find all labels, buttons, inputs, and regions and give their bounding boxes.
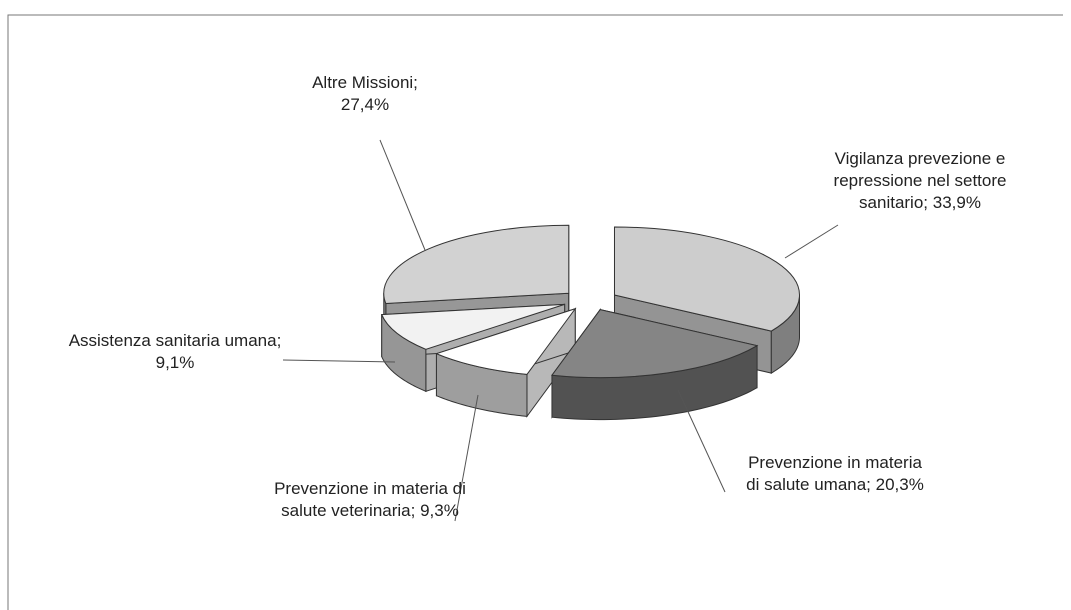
value-label: 27,4% xyxy=(340,95,390,114)
data-label: Altre Missioni; 27,4% xyxy=(290,72,440,116)
data-label: Prevenzione in materia di salute veterin… xyxy=(270,478,470,522)
leader-line xyxy=(282,359,396,363)
data-label: Prevenzione in materia di salute umana; … xyxy=(745,452,925,496)
value-label: 9,3% xyxy=(420,501,459,520)
slice xyxy=(435,307,577,375)
value-label: 20,3% xyxy=(875,475,924,494)
category-label: Altre Missioni; xyxy=(312,73,418,92)
leader-line xyxy=(454,394,479,522)
leader-line xyxy=(784,224,839,259)
leader-line xyxy=(677,389,726,493)
category-label: Assistenza sanitaria umana; xyxy=(68,331,282,350)
category-label: Prevenzione in materia di salute veterin… xyxy=(274,479,466,520)
category-label: Vigilanza prevezione e repressione nel s… xyxy=(833,149,1007,212)
data-label: Assistenza sanitaria umana; 9,1% xyxy=(60,330,290,374)
value-label: 9,1% xyxy=(155,353,195,372)
data-label: Vigilanza prevezione e repressione nel s… xyxy=(825,148,1015,214)
value-label: 33,9% xyxy=(932,193,981,212)
frame xyxy=(7,14,1063,610)
slice xyxy=(613,226,800,332)
leader-line xyxy=(379,139,426,251)
slice xyxy=(551,309,759,379)
slice xyxy=(383,224,570,305)
slice xyxy=(380,303,565,350)
category-label: Prevenzione in materia di salute umana; xyxy=(746,453,922,494)
